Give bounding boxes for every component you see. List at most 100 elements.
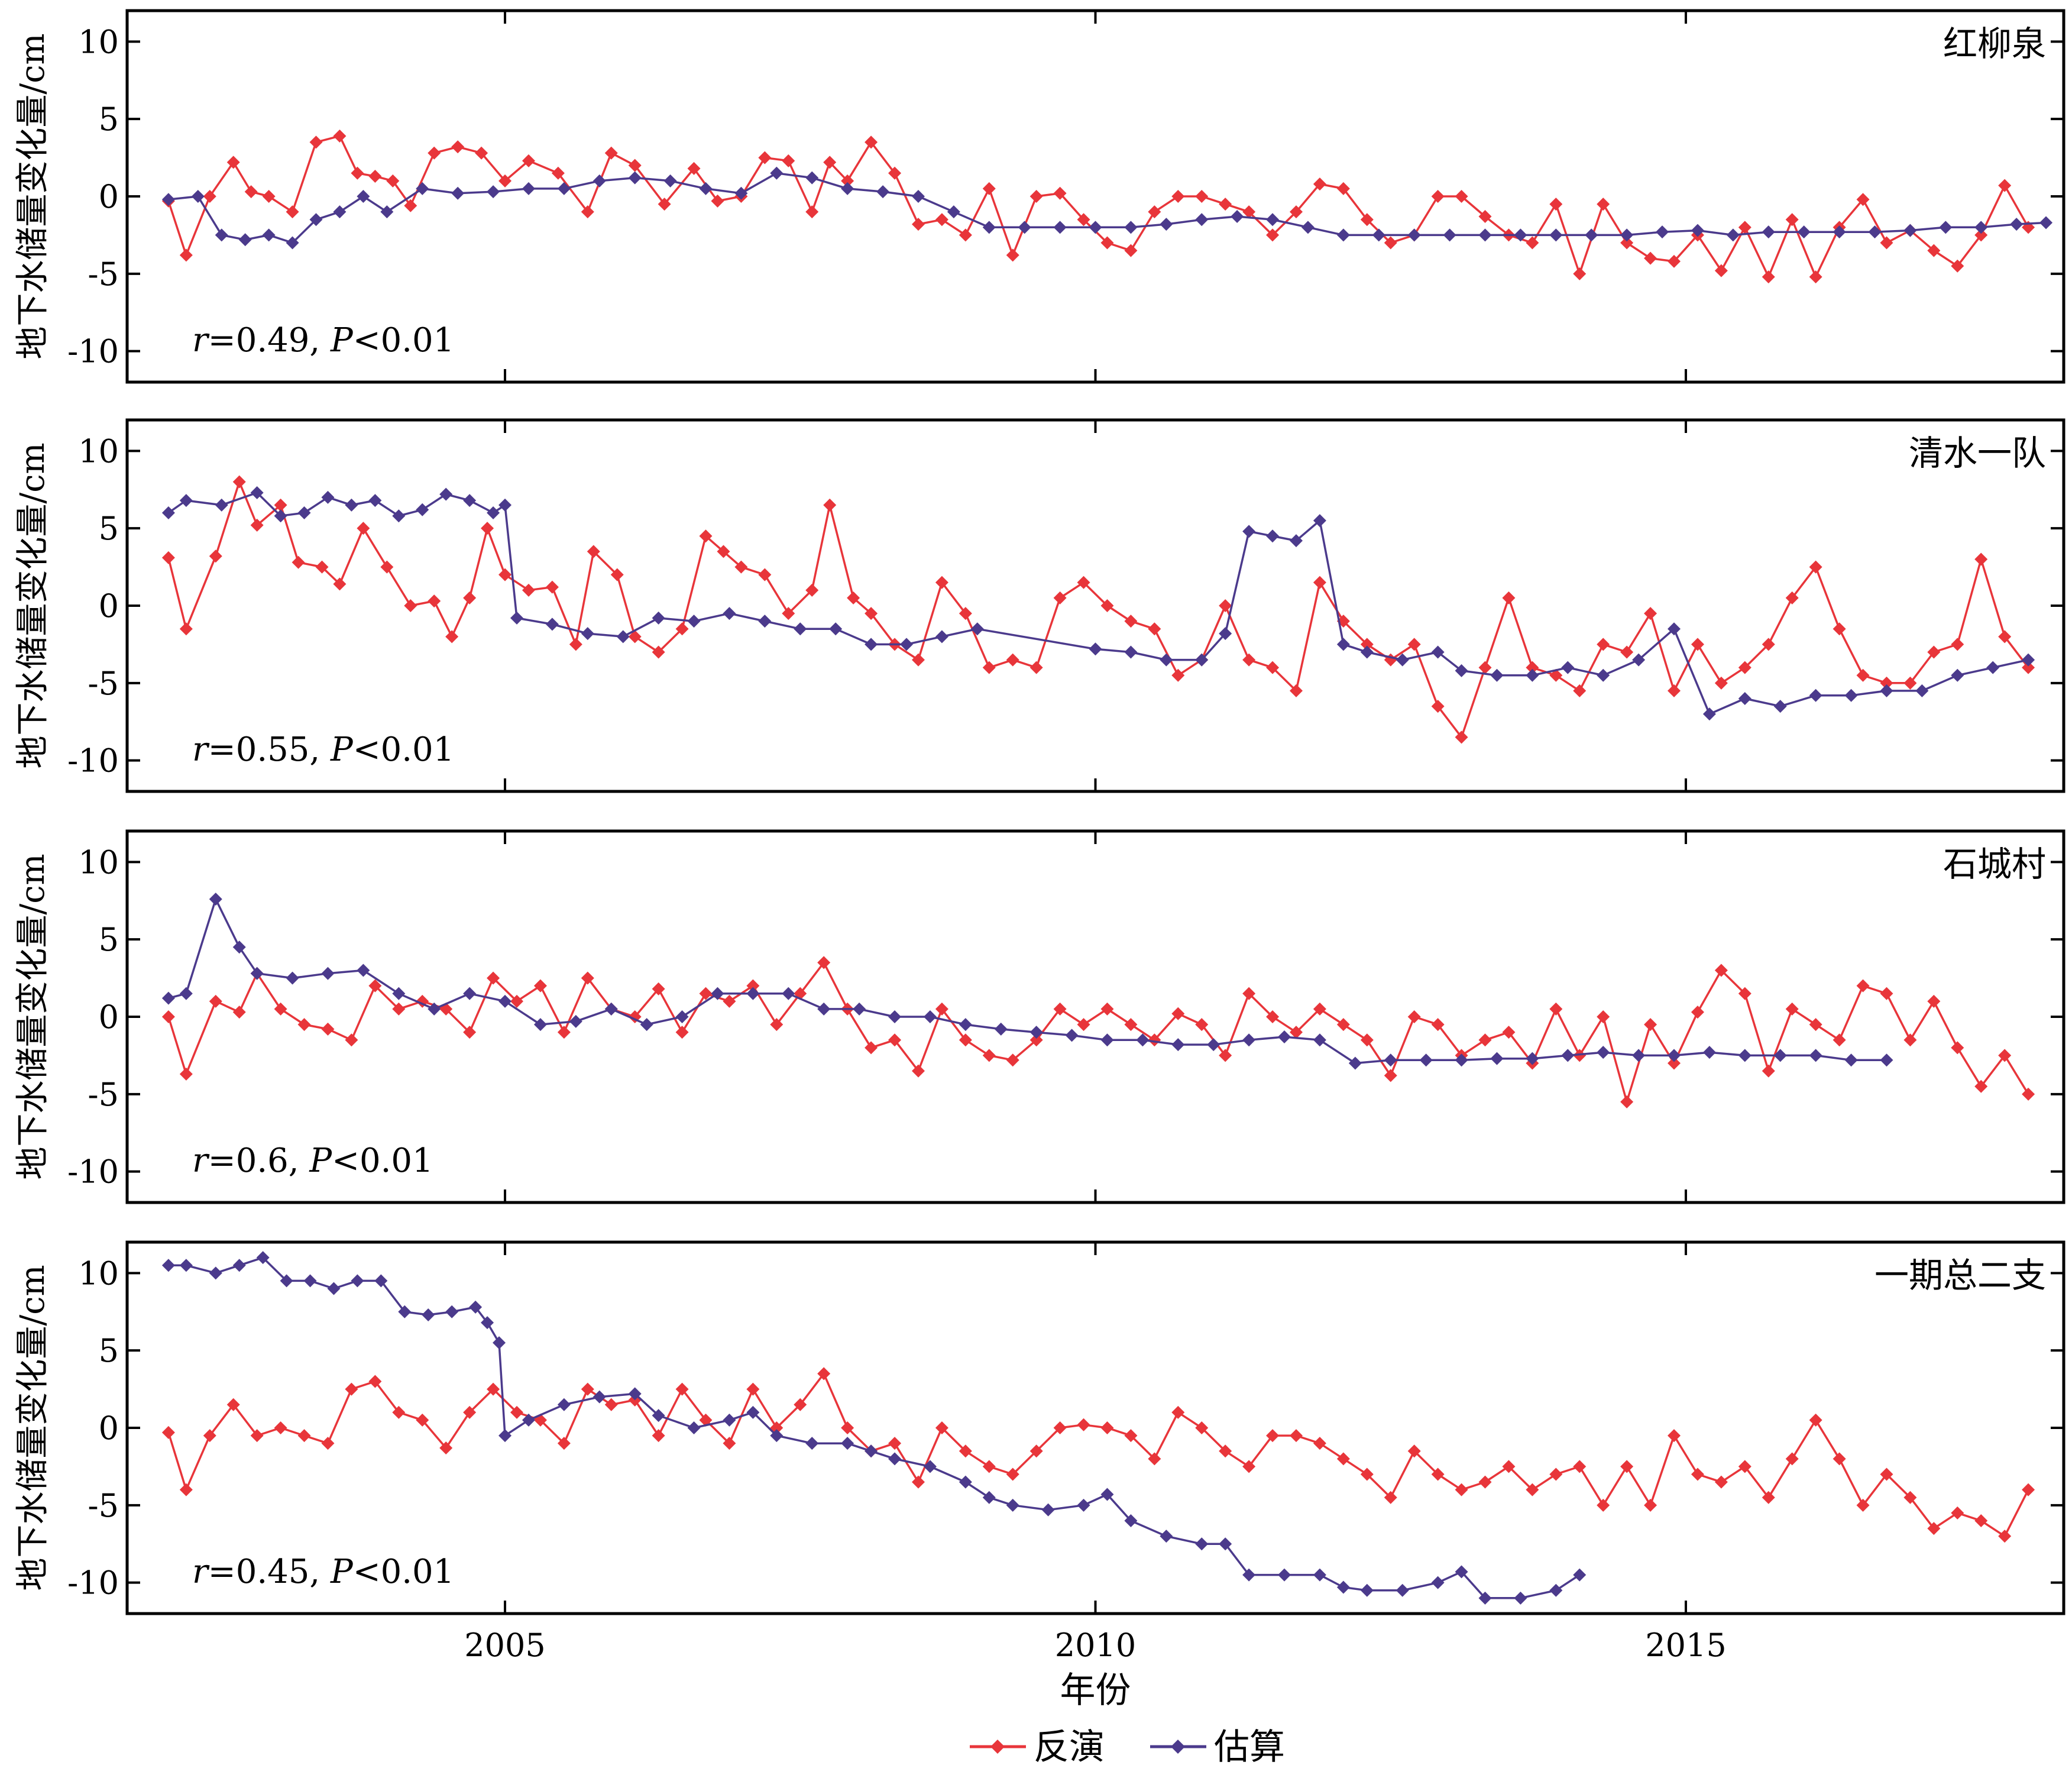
data-point	[1880, 684, 1893, 697]
series-estimate	[161, 486, 2035, 721]
data-point	[1998, 1049, 2012, 1062]
data-point	[1974, 1514, 1988, 1527]
data-point	[439, 1441, 453, 1455]
data-point	[533, 979, 547, 993]
data-point	[232, 940, 246, 954]
data-point	[1738, 1460, 1752, 1473]
data-point	[959, 228, 972, 242]
data-point	[1006, 1498, 1019, 1512]
data-point	[687, 615, 701, 628]
y-tick-label: 10	[78, 432, 119, 470]
data-point	[1785, 1002, 1799, 1016]
data-point	[209, 1266, 222, 1280]
data-point	[1762, 1491, 1775, 1504]
data-point	[1597, 198, 1610, 211]
data-point	[1844, 688, 1858, 702]
data-point	[487, 506, 500, 519]
data-point	[911, 1475, 925, 1489]
data-point	[2039, 216, 2053, 229]
series-estimate	[161, 893, 1893, 1070]
data-point	[1419, 1053, 1433, 1067]
data-point	[557, 1026, 571, 1039]
data-point	[1242, 525, 1256, 538]
data-point	[487, 1382, 500, 1396]
series-line	[168, 898, 1887, 1065]
data-point	[392, 987, 406, 1000]
data-point	[179, 1483, 193, 1496]
data-point	[309, 135, 323, 149]
station-label: 一期总二支	[1874, 1255, 2046, 1295]
data-point	[935, 1002, 948, 1016]
data-point	[1171, 668, 1185, 682]
data-point	[865, 135, 878, 149]
stat-r-value: =0.55,	[208, 730, 331, 769]
data-point	[392, 1002, 406, 1016]
data-point	[179, 248, 193, 262]
data-point	[1053, 1421, 1067, 1434]
data-point	[1478, 228, 1492, 242]
data-point	[911, 218, 925, 231]
data-point	[533, 1018, 547, 1032]
data-point	[1053, 591, 1067, 605]
data-point	[250, 1429, 264, 1443]
data-point	[782, 987, 795, 1000]
data-point	[805, 205, 819, 219]
data-point	[522, 182, 535, 195]
data-point	[1762, 1064, 1775, 1078]
data-point	[841, 182, 854, 195]
data-point	[1951, 1041, 1964, 1055]
data-point	[238, 233, 252, 247]
y-tick-label: 0	[99, 1410, 119, 1447]
y-tick-label: -5	[88, 1076, 119, 1113]
data-point	[1242, 653, 1256, 667]
data-point	[274, 1002, 287, 1016]
stat-p: P	[330, 730, 354, 769]
data-point	[439, 487, 453, 501]
data-point	[982, 221, 996, 234]
x-tick-label: 2015	[1645, 1627, 1726, 1664]
data-point	[1431, 645, 1445, 659]
y-tick-label: -5	[88, 256, 119, 293]
data-point	[770, 1018, 784, 1032]
data-point	[1549, 1002, 1563, 1016]
data-point	[1644, 251, 1657, 265]
y-tick-label: 5	[99, 921, 119, 958]
data-point	[817, 1367, 831, 1381]
data-point	[1738, 1049, 1752, 1062]
y-tick-label: -5	[88, 1487, 119, 1524]
data-point	[1702, 1046, 1716, 1059]
data-point	[522, 154, 535, 167]
data-point	[1549, 1583, 1563, 1597]
data-point	[794, 1398, 807, 1411]
data-point	[321, 1437, 335, 1450]
data-point	[262, 228, 276, 242]
data-point	[1360, 1467, 1374, 1481]
data-point	[1833, 622, 1846, 636]
data-point	[604, 146, 618, 160]
data-point	[1384, 1491, 1397, 1504]
station-label: 石城村	[1943, 844, 2046, 884]
data-point	[1100, 1033, 1114, 1047]
data-point	[1644, 1018, 1657, 1032]
data-point	[368, 979, 382, 993]
data-point	[191, 190, 205, 203]
data-point	[1632, 1049, 1646, 1062]
data-point	[1668, 622, 1681, 636]
data-point	[1278, 1568, 1291, 1582]
data-point	[1077, 1418, 1090, 1431]
data-point	[770, 166, 784, 180]
data-point	[209, 549, 222, 563]
data-point	[1478, 1591, 1492, 1605]
data-point	[451, 186, 465, 200]
data-point	[1490, 1052, 1504, 1065]
data-point	[315, 560, 329, 574]
data-point	[286, 205, 299, 219]
data-point	[982, 1460, 996, 1473]
data-point	[232, 1006, 246, 1019]
data-point	[297, 1429, 311, 1443]
data-point	[1833, 1452, 1846, 1466]
data-point	[226, 1398, 240, 1411]
data-point	[652, 611, 665, 625]
data-point	[1597, 1010, 1610, 1023]
data-point	[333, 129, 347, 143]
